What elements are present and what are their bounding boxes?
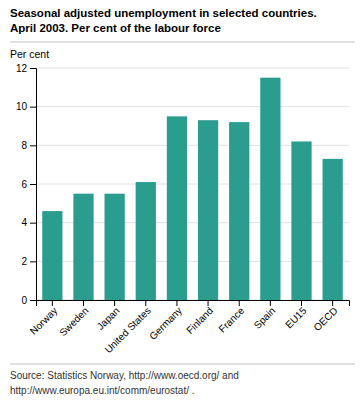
title-rule	[10, 42, 355, 43]
grid-line	[36, 68, 349, 69]
y-tick-label: 0	[21, 295, 27, 306]
y-tick: 0	[21, 295, 36, 306]
x-tick-label: Finland	[184, 305, 215, 336]
bar	[73, 194, 93, 300]
x-tick: Germany	[147, 300, 184, 342]
x-tick-label: France	[217, 305, 247, 335]
bar	[136, 182, 156, 300]
y-tick: 2	[21, 256, 36, 267]
y-tick: 10	[16, 101, 36, 112]
bar	[323, 159, 343, 300]
x-tick-mark	[239, 300, 240, 306]
x-tick-mark	[145, 300, 146, 306]
y-tick: 4	[21, 217, 36, 228]
bar	[42, 211, 62, 300]
y-tick: 8	[21, 140, 36, 151]
bar	[291, 141, 311, 300]
x-tick-mark	[332, 300, 333, 306]
grid-line	[36, 106, 349, 107]
subtitle: April 2003. Per cent of the labour force	[10, 22, 221, 34]
title: Seasonal adjusted unemployment in select…	[10, 7, 317, 19]
y-tick-label: 4	[21, 217, 27, 228]
y-axis-label: Per cent	[10, 48, 49, 60]
x-tick: Spain	[252, 300, 278, 331]
x-tick-label: Germany	[147, 305, 184, 342]
x-tick-label: OECD	[312, 305, 340, 333]
bar	[229, 122, 249, 300]
x-tick-mark	[114, 300, 115, 306]
x-axis: NorwaySwedenJapanUnited StatesGermanyFin…	[28, 300, 350, 355]
x-tick-label: Japan	[95, 305, 122, 332]
source-rule	[10, 364, 355, 365]
source: Source: Statistics Norway, http://www.oe…	[10, 370, 239, 381]
y-tick-label: 12	[16, 63, 28, 74]
x-tick: United States	[103, 300, 153, 355]
y-tick-mark	[30, 223, 36, 224]
grid	[36, 68, 349, 300]
x-tick-mark	[270, 300, 271, 306]
x-tick-label: Spain	[252, 305, 278, 331]
x-tick-mark	[83, 300, 84, 306]
y-tick: 12	[16, 63, 36, 74]
x-tick: Norway	[28, 300, 60, 337]
x-tick: Finland	[184, 300, 215, 336]
y-tick-mark	[30, 184, 36, 185]
bar	[167, 116, 187, 300]
x-tick-label: United States	[103, 305, 153, 355]
bar	[105, 194, 125, 300]
y-axis-line	[30, 69, 37, 301]
x-tick-mark	[208, 300, 209, 306]
y-tick-mark	[30, 145, 36, 146]
x-tick-mark	[52, 300, 53, 306]
y-tick: 6	[21, 179, 36, 190]
bar	[198, 120, 218, 300]
x-tick-label: Sweden	[57, 305, 90, 338]
x-tick: EU15	[283, 300, 309, 330]
x-axis-line	[37, 301, 350, 307]
y-tick-mark	[30, 107, 36, 108]
x-tick-mark	[176, 300, 177, 306]
x-tick-mark	[301, 300, 302, 306]
y-tick-label: 2	[21, 256, 27, 267]
y-tick-mark	[30, 300, 36, 301]
x-tick: Japan	[95, 300, 122, 332]
y-tick-mark	[30, 261, 36, 262]
y-tick-label: 6	[21, 179, 27, 190]
source: http://www.europa.eu.int/comm/eurostat/ …	[10, 385, 195, 396]
x-tick-label: EU15	[283, 305, 309, 331]
x-tick-label: Norway	[28, 305, 60, 337]
y-axis: 0 2 4 6 8 10 12	[16, 63, 37, 306]
x-tick: France	[217, 300, 247, 335]
y-tick-label: 10	[16, 101, 28, 112]
chart: Seasonal adjusted unemployment in select…	[0, 0, 361, 408]
x-tick: OECD	[312, 300, 340, 333]
y-tick-mark	[30, 68, 36, 69]
bar	[260, 78, 280, 300]
plot: 0 2 4 6 8 10 12 NorwaySwedenJapanUnited StatesG…	[16, 63, 350, 355]
x-tick: Sweden	[57, 300, 90, 338]
bars	[42, 78, 343, 300]
y-tick-label: 8	[21, 140, 27, 151]
